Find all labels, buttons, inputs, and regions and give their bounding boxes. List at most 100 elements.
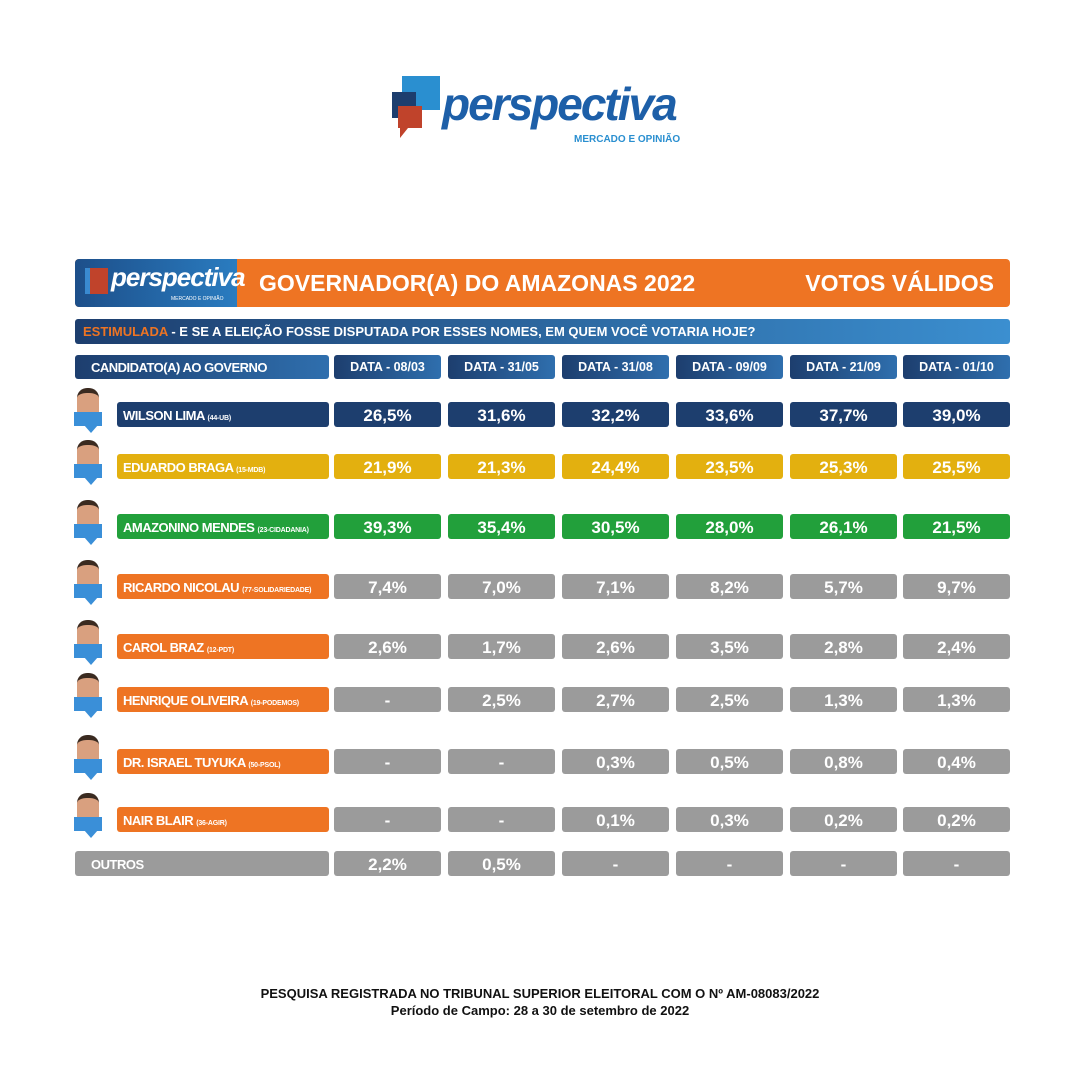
- candidate-name: DR. ISRAEL TUYUKA: [123, 755, 246, 770]
- candidate-name-cell: AMAZONINO MENDES (23-CIDADANIA): [117, 514, 329, 539]
- value-cell: -: [790, 851, 897, 876]
- value-cell: 2,5%: [676, 687, 783, 712]
- value-cell: -: [562, 851, 669, 876]
- value-cell: -: [334, 807, 441, 832]
- header-logo-text: perspectiva: [111, 262, 246, 292]
- value-cell: 35,4%: [448, 514, 555, 539]
- candidate-name-cell: NAIR BLAIR (36-AGIR): [117, 807, 329, 832]
- value-cell: -: [903, 851, 1010, 876]
- candidate-photo: [74, 388, 102, 433]
- value-cell: 39,3%: [334, 514, 441, 539]
- value-cell: 7,1%: [562, 574, 669, 599]
- candidate-name: NAIR BLAIR: [123, 813, 194, 828]
- value-cell: 31,6%: [448, 402, 555, 427]
- value-cell: 2,6%: [562, 634, 669, 659]
- value-cell: 9,7%: [903, 574, 1010, 599]
- value-cell: 0,3%: [562, 749, 669, 774]
- candidate-photo: [74, 440, 102, 485]
- value-cell: 37,7%: [790, 402, 897, 427]
- value-cell: 30,5%: [562, 514, 669, 539]
- column-header-candidate: CANDIDATO(A) AO GOVERNO: [75, 355, 329, 379]
- field-period: Período de Campo: 28 a 30 de setembro de…: [390, 1003, 690, 1018]
- value-cell: 28,0%: [676, 514, 783, 539]
- candidate-photo: [74, 735, 102, 780]
- value-cell: 32,2%: [562, 402, 669, 427]
- logo-tagline: MERCADO E OPINIÃO: [574, 134, 681, 145]
- candidate-name-cell: DR. ISRAEL TUYUKA (50-PSOL): [117, 749, 329, 774]
- column-header-date: DATA - 31/08: [562, 355, 669, 379]
- header-logo: perspectiva MERCADO E OPINIÃO: [75, 259, 246, 307]
- footer: PESQUISA REGISTRADA NO TRIBUNAL SUPERIOR…: [0, 985, 1080, 1019]
- value-cell: 23,5%: [676, 454, 783, 479]
- candidate-name: HENRIQUE OLIVEIRA: [123, 693, 248, 708]
- candidate-party: (77-SOLIDARIEDADE): [242, 587, 312, 594]
- candidate-photo: [74, 560, 102, 605]
- value-cell: 0,1%: [562, 807, 669, 832]
- header-logo-tagline: MERCADO E OPINIÃO: [171, 296, 224, 302]
- logo-mark-icon: [85, 268, 108, 294]
- value-cell: 39,0%: [903, 402, 1010, 427]
- column-header-date: DATA - 31/05: [448, 355, 555, 379]
- value-cell: 24,4%: [562, 454, 669, 479]
- candidate-name: CAROL BRAZ: [123, 640, 204, 655]
- value-cell: -: [448, 807, 555, 832]
- logo-mark-icon: [392, 76, 440, 138]
- value-cell: 0,3%: [676, 807, 783, 832]
- value-cell: 0,5%: [448, 851, 555, 876]
- column-header-date: DATA - 21/09: [790, 355, 897, 379]
- candidate-name: RICARDO NICOLAU: [123, 580, 240, 595]
- value-cell: 21,5%: [903, 514, 1010, 539]
- candidate-party: (23-CIDADANIA): [257, 527, 309, 534]
- value-cell: 0,5%: [676, 749, 783, 774]
- candidate-photo: [74, 793, 102, 838]
- candidate-photo: [74, 500, 102, 545]
- value-cell: 7,0%: [448, 574, 555, 599]
- brand-logo: perspectiva MERCADO E OPINIÃO: [388, 72, 708, 157]
- value-cell: 21,3%: [448, 454, 555, 479]
- value-cell: 25,3%: [790, 454, 897, 479]
- value-cell: 0,4%: [903, 749, 1010, 774]
- value-cell: 7,4%: [334, 574, 441, 599]
- value-cell: 26,1%: [790, 514, 897, 539]
- value-cell: -: [448, 749, 555, 774]
- candidate-party: (12-PDT): [206, 647, 235, 654]
- question-bar: ESTIMULADA - E SE A ELEIÇÃO FOSSE DISPUT…: [75, 319, 1010, 344]
- value-cell: 0,2%: [903, 807, 1010, 832]
- column-header-date: DATA - 01/10: [903, 355, 1010, 379]
- candidate-photo: [74, 673, 102, 718]
- candidate-party: (19-PODEMOS): [250, 700, 299, 707]
- value-cell: 0,8%: [790, 749, 897, 774]
- column-header-date: DATA - 09/09: [676, 355, 783, 379]
- candidate-name-cell: WILSON LIMA (44-UB): [117, 402, 329, 427]
- value-cell: 2,2%: [334, 851, 441, 876]
- candidate-name: OUTROS: [91, 857, 144, 872]
- candidate-name: WILSON LIMA: [123, 408, 205, 423]
- value-cell: 25,5%: [903, 454, 1010, 479]
- value-cell: -: [334, 687, 441, 712]
- value-cell: 0,2%: [790, 807, 897, 832]
- candidate-party: (36-AGIR): [196, 820, 227, 827]
- value-cell: 1,3%: [903, 687, 1010, 712]
- column-header-date: DATA - 08/03: [334, 355, 441, 379]
- question-text: - E SE A ELEIÇÃO FOSSE DISPUTADA POR ESS…: [167, 324, 756, 339]
- value-cell: 2,6%: [334, 634, 441, 659]
- value-cell: 26,5%: [334, 402, 441, 427]
- value-cell: 3,5%: [676, 634, 783, 659]
- candidate-name-cell: OUTROS: [75, 851, 329, 876]
- value-cell: 5,7%: [790, 574, 897, 599]
- candidate-name-cell: CAROL BRAZ (12-PDT): [117, 634, 329, 659]
- candidate-name: AMAZONINO MENDES: [123, 520, 255, 535]
- value-cell: 2,8%: [790, 634, 897, 659]
- value-cell: 33,6%: [676, 402, 783, 427]
- candidate-name: EDUARDO BRAGA: [123, 460, 234, 475]
- candidate-party: (44-UB): [207, 415, 232, 422]
- value-cell: 8,2%: [676, 574, 783, 599]
- candidate-name-cell: HENRIQUE OLIVEIRA (19-PODEMOS): [117, 687, 329, 712]
- candidate-name-cell: EDUARDO BRAGA (15-MDB): [117, 454, 329, 479]
- candidate-name-cell: RICARDO NICOLAU (77-SOLIDARIEDADE): [117, 574, 329, 599]
- registration-note: PESQUISA REGISTRADA NO TRIBUNAL SUPERIOR…: [260, 986, 820, 1001]
- value-cell: 1,7%: [448, 634, 555, 659]
- title-bar: perspectiva MERCADO E OPINIÃO GOVERNADOR(…: [75, 259, 1010, 307]
- value-cell: 2,5%: [448, 687, 555, 712]
